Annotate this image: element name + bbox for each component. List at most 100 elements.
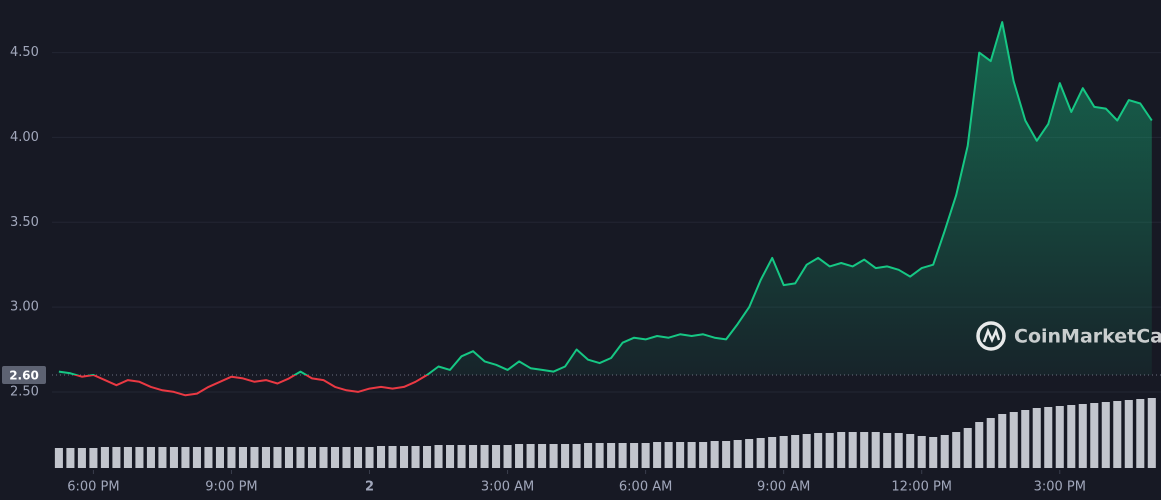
volume-bar xyxy=(112,447,121,468)
y-tick-label: 4.00 xyxy=(10,130,39,145)
volume-bar xyxy=(538,444,547,468)
volume-bar xyxy=(1032,408,1041,468)
volume-bar xyxy=(664,442,673,468)
volume-bar xyxy=(595,443,604,468)
volume-bar xyxy=(100,447,109,468)
volume-bar xyxy=(917,436,926,468)
volume-bar xyxy=(250,447,259,468)
volume-bar xyxy=(66,448,75,468)
volume-bar xyxy=(802,434,811,468)
volume-bar xyxy=(791,435,800,468)
x-tick-label: 9:00 PM xyxy=(205,480,257,495)
volume-bar xyxy=(319,447,328,468)
volume-bar xyxy=(526,444,535,468)
reference-label-box xyxy=(2,365,46,384)
volume-bar xyxy=(549,444,558,468)
volume-bar xyxy=(768,437,777,468)
volume-bar xyxy=(1113,401,1122,468)
volume-bar xyxy=(883,433,892,468)
volume-bar xyxy=(940,435,949,468)
y-tick-label: 3.00 xyxy=(10,300,39,315)
x-tick-label: 12:00 PM xyxy=(891,480,952,495)
volume-bar xyxy=(952,432,961,468)
volume-bar xyxy=(929,437,938,468)
volume-bar xyxy=(963,428,972,468)
volume-bar xyxy=(146,447,155,468)
volume-bar xyxy=(411,446,420,468)
x-tick-label: 3:00 AM xyxy=(481,480,534,495)
x-tick-label: 3:00 PM xyxy=(1034,480,1086,495)
volume-bar xyxy=(1078,404,1087,468)
volume-bar xyxy=(653,442,662,468)
volume-bar xyxy=(330,447,340,468)
volume-bar xyxy=(204,447,213,468)
price-line-up xyxy=(58,21,1153,375)
y-tick-label: 2.50 xyxy=(10,384,39,399)
volume-bar xyxy=(457,445,466,468)
y-tick-label: 4.50 xyxy=(10,45,39,60)
volume-bar xyxy=(1136,399,1145,468)
volume-bar xyxy=(722,441,731,468)
x-tick-label: 2 xyxy=(365,480,374,495)
volume-bar xyxy=(710,441,719,468)
volume-bar xyxy=(284,447,294,468)
volume-bar xyxy=(1147,398,1156,468)
volume-bar xyxy=(1021,410,1030,468)
volume-bar xyxy=(215,447,224,468)
volume-bar xyxy=(986,418,995,468)
volume-bar xyxy=(860,432,869,468)
volume-bar xyxy=(469,445,478,468)
volume-bar xyxy=(676,442,685,468)
volume-bar xyxy=(227,447,236,468)
volume-bar xyxy=(687,442,696,468)
volume-bar xyxy=(89,448,98,468)
volume-bar xyxy=(169,447,178,468)
volume-bar xyxy=(906,434,915,468)
volume-bar xyxy=(1090,403,1099,468)
volume-bar xyxy=(894,433,903,468)
volume-bar xyxy=(848,432,857,468)
volume-bar xyxy=(181,447,190,468)
volume-bar xyxy=(825,433,834,468)
volume-bar xyxy=(123,447,132,468)
watermark-logo-mark xyxy=(982,327,1001,344)
volume-bar xyxy=(400,446,409,468)
volume-bar xyxy=(434,445,443,468)
volume-bar xyxy=(745,439,754,468)
volume-bar xyxy=(630,443,639,468)
volume-bar xyxy=(561,444,570,468)
volume-bar xyxy=(572,444,581,468)
volume-bar xyxy=(1067,405,1076,468)
price-area xyxy=(58,22,1152,375)
volume-bar xyxy=(238,447,247,468)
volume-bar xyxy=(699,442,708,468)
volume-bar xyxy=(756,438,765,468)
x-tick-label: 6:00 AM xyxy=(619,480,672,495)
volume-bar xyxy=(1101,402,1110,468)
volume-bar xyxy=(503,445,512,468)
volume-bar xyxy=(871,432,880,468)
y-tick-label: 3.50 xyxy=(10,215,39,230)
volume-bar xyxy=(975,422,984,468)
reference-label: 2.60 xyxy=(9,368,39,382)
volume-bar xyxy=(480,445,489,468)
volume-bar xyxy=(388,446,397,468)
volume-bar xyxy=(607,443,616,468)
volume-bar xyxy=(584,443,593,468)
volume-bar xyxy=(365,447,374,468)
volume-bar xyxy=(641,443,650,468)
volume-bar xyxy=(296,447,305,468)
volume-bar xyxy=(307,447,317,468)
volume-bar xyxy=(837,432,846,468)
volume-bar xyxy=(618,443,627,468)
volume-bar xyxy=(446,445,455,468)
volume-bar xyxy=(814,433,823,468)
volume-bar xyxy=(273,447,282,468)
volume-bar xyxy=(1009,412,1018,468)
volume-bar xyxy=(353,447,363,468)
x-tick-label: 9:00 AM xyxy=(757,480,810,495)
watermark-logo xyxy=(976,321,1006,351)
volume-bar xyxy=(54,448,63,468)
volume-bar xyxy=(779,436,788,468)
